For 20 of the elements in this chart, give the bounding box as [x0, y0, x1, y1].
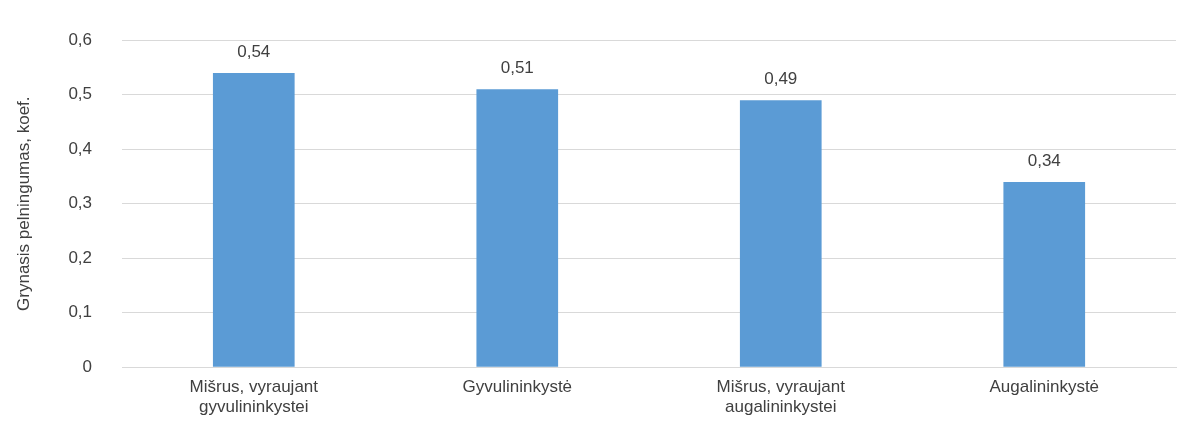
y-tick-label: 0,6 — [68, 29, 93, 49]
data-label: 0,34 — [1027, 151, 1061, 171]
data-label: 0,54 — [237, 42, 271, 62]
y-tick-label: 0,4 — [68, 138, 93, 158]
data-label: 0,49 — [764, 69, 798, 89]
y-tick-label: 0,1 — [68, 302, 93, 322]
y-tick-label: 0,2 — [68, 247, 93, 267]
y-tick-label: 0 — [82, 356, 93, 376]
bar — [212, 72, 295, 367]
x-tick-label: Mišrus, vyraujant gyvulininkystei — [189, 377, 319, 417]
data-label: 0,51 — [500, 58, 534, 78]
bar — [476, 89, 559, 367]
x-tick-label: Mišrus, vyraujant augalininkystei — [716, 377, 846, 417]
bar — [1003, 181, 1086, 367]
x-tick-label: Augalininkystė — [989, 377, 1100, 397]
y-tick-label: 0,5 — [68, 84, 93, 104]
y-axis-title: Grynasis pelningumas, koef. — [13, 96, 33, 311]
x-tick-label: Gyvulininkystė — [462, 377, 573, 397]
bar — [739, 100, 822, 367]
y-tick-label: 0,3 — [68, 193, 93, 213]
